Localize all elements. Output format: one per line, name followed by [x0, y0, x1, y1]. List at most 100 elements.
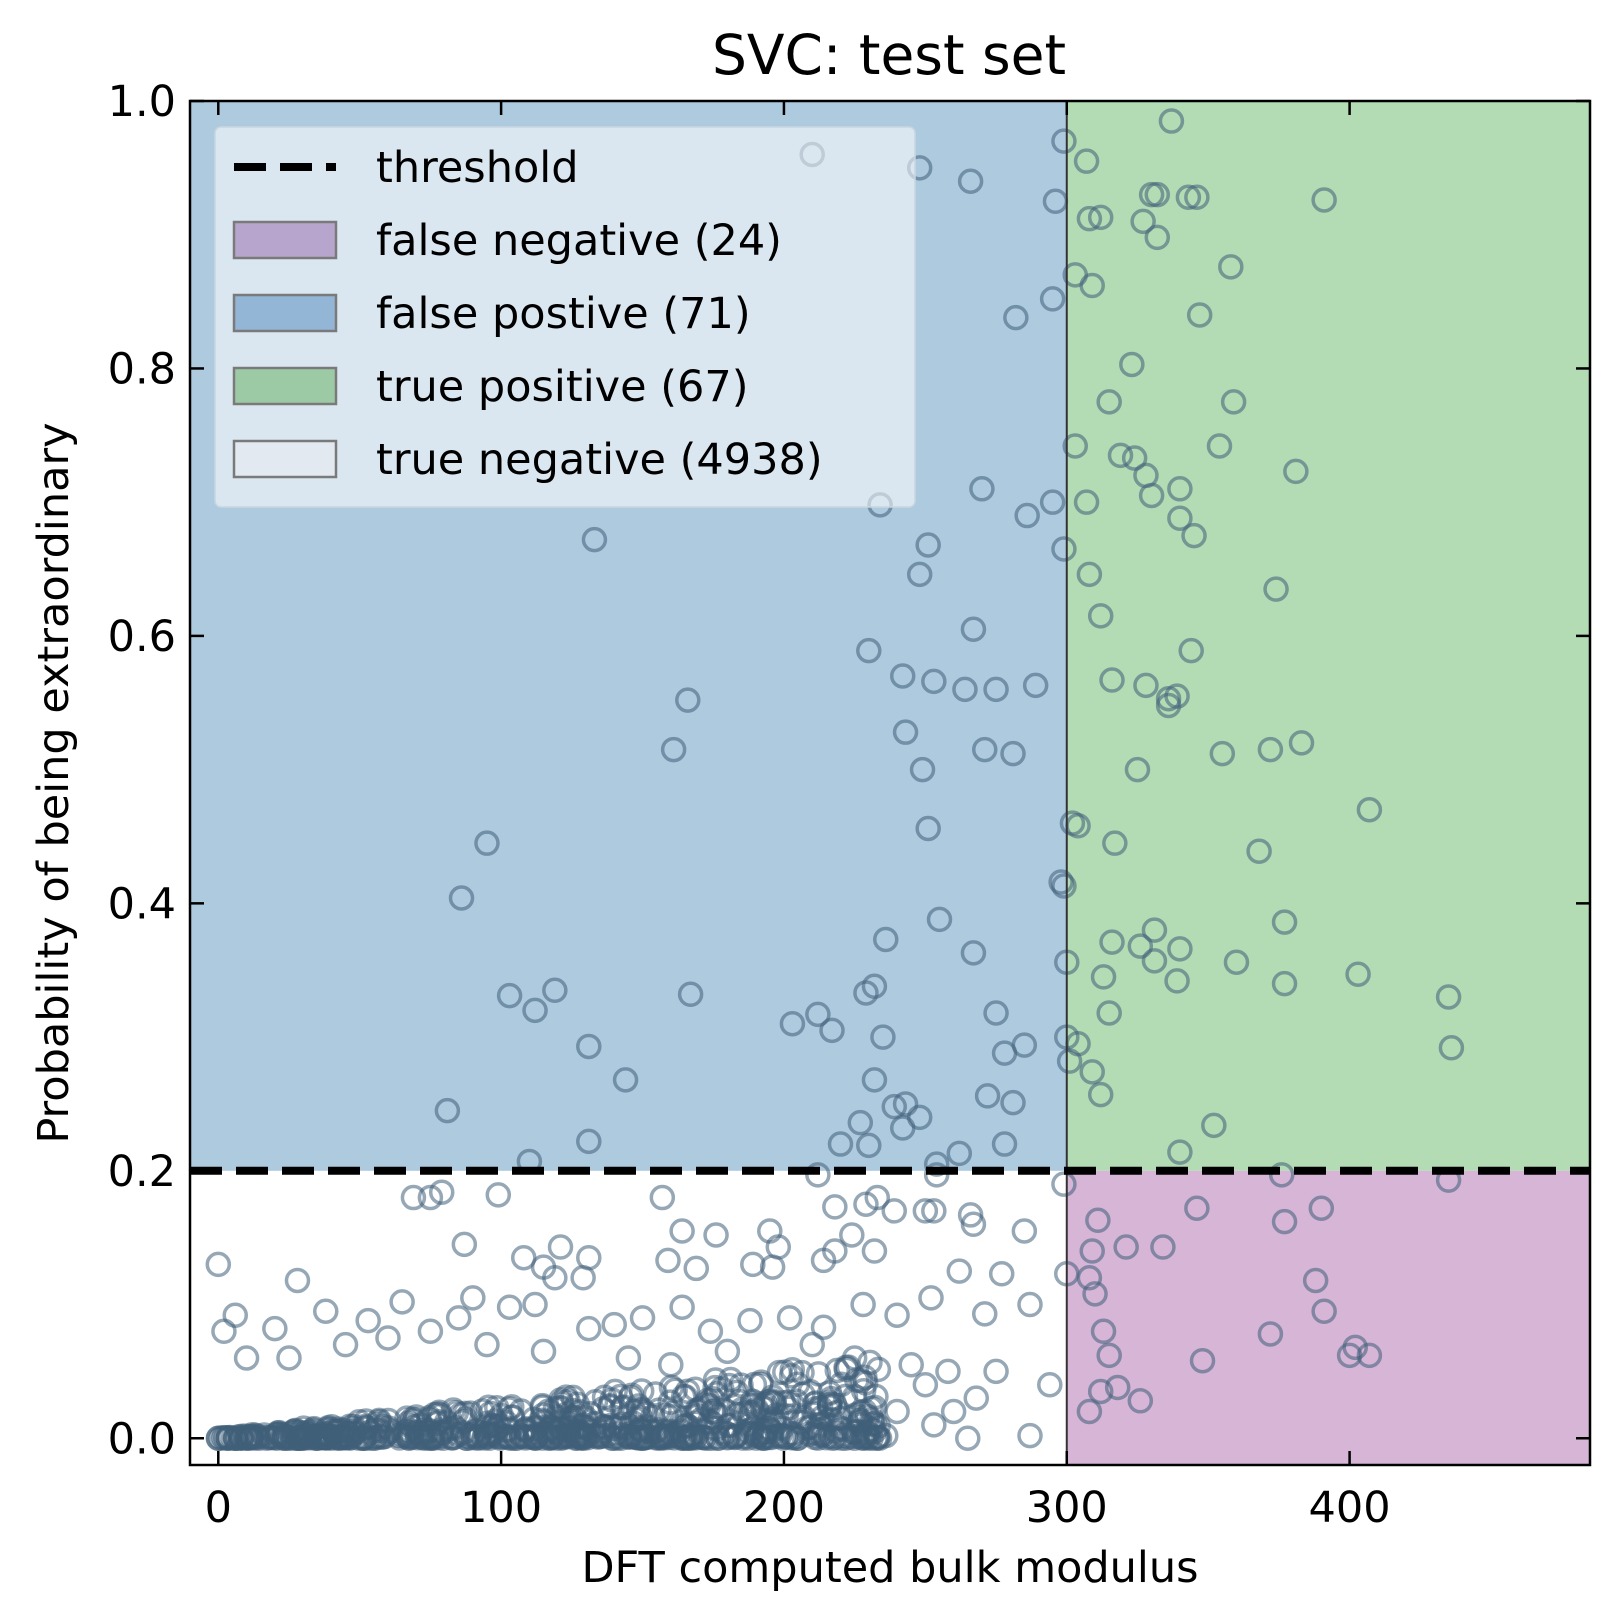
data-point: [338, 1420, 365, 1446]
data-point: [918, 1285, 944, 1311]
data-point: [873, 926, 899, 953]
y-tick-label: 0.8: [108, 344, 176, 394]
data-point: [1271, 970, 1298, 997]
data-point: [847, 1109, 874, 1136]
data-point: [1130, 208, 1156, 235]
data-point: [1087, 1378, 1114, 1405]
data-point: [703, 1222, 729, 1248]
data-point: [1271, 1208, 1298, 1235]
data-point: [253, 1425, 280, 1451]
data-point: [332, 1331, 359, 1358]
data-point: [946, 1140, 973, 1167]
data-point: [819, 1017, 845, 1044]
data-point: [790, 1381, 816, 1408]
data-point: [971, 736, 998, 763]
data-point: [1438, 1035, 1465, 1061]
data-point: [1144, 224, 1171, 251]
data-point: [1311, 1298, 1337, 1324]
data-point: [576, 1128, 602, 1155]
data-point: [839, 1222, 865, 1248]
data-point: [866, 1425, 893, 1451]
data-point: [1345, 961, 1371, 987]
data-point: [870, 1024, 896, 1050]
data-point: [570, 1265, 596, 1291]
data-point: [496, 982, 523, 1009]
data-point: [1090, 964, 1117, 990]
data-point: [892, 1091, 919, 1117]
data-point: [1178, 637, 1204, 664]
data-point: [445, 1305, 472, 1331]
data-point: [766, 1359, 793, 1386]
data-point: [971, 1301, 998, 1327]
data-point: [1087, 204, 1114, 231]
data-point: [759, 1254, 786, 1280]
data-point: [629, 1305, 656, 1331]
data-point: [991, 1040, 1018, 1066]
data-point: [1076, 1398, 1103, 1425]
data-point: [1220, 389, 1247, 415]
data-point: [530, 1338, 557, 1365]
data-point: [1076, 205, 1103, 232]
data-point: [655, 1423, 682, 1449]
y-tick-label: 0.6: [108, 612, 176, 662]
data-point: [1107, 442, 1134, 469]
data-point: [612, 1067, 639, 1093]
data-point: [627, 1425, 653, 1451]
data-point: [912, 1198, 939, 1224]
plot-frame: [188, 99, 1592, 1467]
data-point: [485, 1182, 512, 1208]
data-point: [615, 1345, 642, 1371]
data-point: [898, 1351, 924, 1378]
data-point: [1096, 1342, 1122, 1369]
y-tick-label: 1.0: [108, 77, 176, 127]
data-point: [1014, 502, 1040, 529]
x-tick-label: 300: [1026, 1483, 1108, 1533]
data-point: [1164, 683, 1190, 709]
data-point: [1141, 917, 1168, 943]
data-point: [741, 1371, 768, 1398]
data-point: [675, 687, 701, 713]
data-point: [1435, 984, 1462, 1010]
data-point: [1124, 756, 1151, 783]
data-point: [1037, 1372, 1063, 1398]
legend-label-false-negative: false negative (24): [376, 216, 782, 266]
data-point: [600, 1425, 627, 1451]
data-point: [960, 940, 987, 966]
data-point: [1022, 672, 1049, 699]
data-point: [960, 1211, 987, 1238]
data-point: [853, 1191, 879, 1217]
data-point: [1099, 929, 1125, 955]
data-point: [1209, 740, 1236, 767]
legend-box: [214, 126, 916, 508]
axis-ticks: 0 100 200 300 400 0.0 0.2 0.4 0.6 0.8 1.0: [108, 77, 1590, 1533]
data-point: [541, 1416, 568, 1443]
data-point: [222, 1302, 249, 1328]
legend-label-true-positive: true positive (67): [376, 362, 749, 412]
data-point: [850, 1291, 876, 1318]
data-point: [396, 1425, 423, 1452]
data-point: [1056, 1048, 1083, 1074]
data-point: [1051, 128, 1077, 154]
data-point: [884, 1398, 910, 1425]
data-point: [609, 1395, 635, 1421]
data-point: [1082, 1281, 1108, 1307]
data-point: [1039, 286, 1066, 312]
data-point: [412, 1425, 439, 1451]
data-point: [205, 1251, 232, 1278]
data-point: [428, 1179, 455, 1205]
x-tick-label: 200: [743, 1483, 825, 1533]
data-point: [946, 1258, 973, 1284]
data-point: [1283, 458, 1309, 485]
data-point: [717, 1366, 744, 1393]
data-point: [912, 1372, 939, 1398]
data-point: [547, 1234, 574, 1260]
data-point: [856, 637, 882, 664]
data-point: [1257, 1321, 1284, 1347]
data-point: [262, 1315, 288, 1342]
data-point: [658, 1351, 684, 1378]
data-point: [649, 1184, 676, 1211]
data-point: [740, 1251, 766, 1278]
data-point: [921, 668, 947, 695]
data-point: [655, 1247, 681, 1274]
data-point: [1206, 433, 1233, 459]
